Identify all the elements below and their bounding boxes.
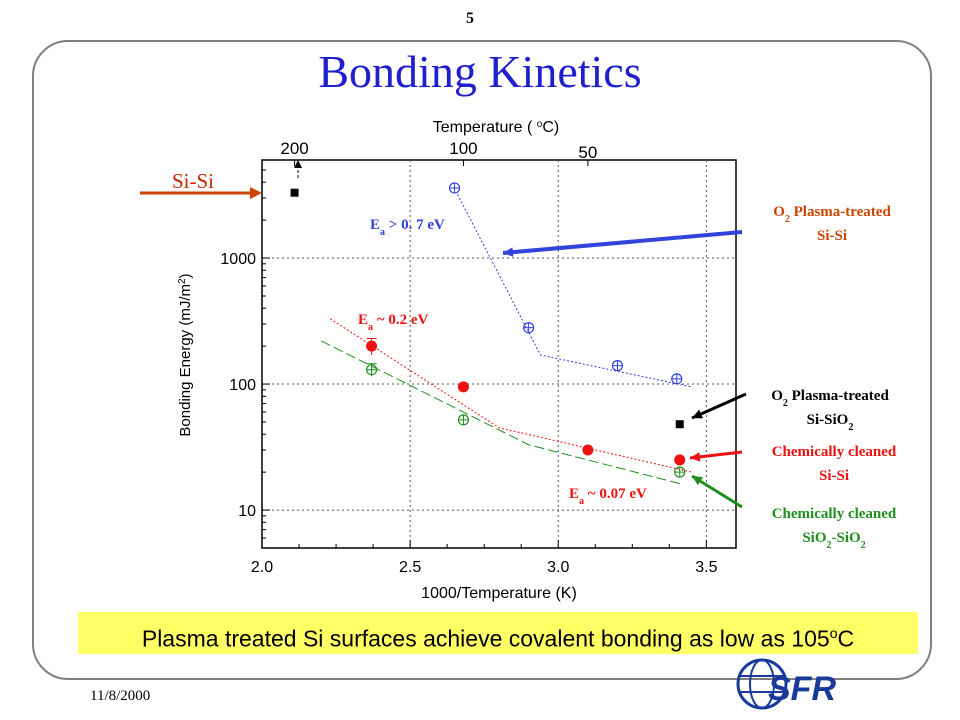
legend-label-black-line1: O2 Plasma-treated — [771, 388, 889, 409]
page-number: 5 — [466, 10, 474, 27]
top-tick-label: 100 — [449, 139, 477, 158]
banner-text: Plasma treated Si surfaces achieve coval… — [141, 625, 830, 652]
y-axis-label: Bonding Energy (mJ/m2) — [177, 273, 195, 436]
data-point — [674, 454, 686, 466]
x-tick-label: 2.5 — [399, 559, 421, 576]
fit-line-green — [321, 340, 683, 485]
data-point — [457, 381, 469, 393]
globe-logo-icon — [736, 658, 788, 710]
marker-arrowhead — [294, 160, 302, 168]
x-tick-label: 2.0 — [251, 559, 273, 576]
logo-text: SFR — [768, 670, 836, 708]
top-axis-label: Temperature ( oC) — [433, 119, 560, 137]
callout-arrow-red-head — [690, 452, 701, 462]
y-tick-label: 1000 — [220, 251, 256, 268]
slide-date: 11/8/2000 — [90, 688, 151, 704]
conclusion-banner: Plasma treated Si surfaces achieve coval… — [78, 612, 918, 654]
y-tick-label: 10 — [238, 503, 256, 520]
legend-label-blue-line2: Si-Si — [817, 228, 847, 244]
data-point — [674, 466, 686, 478]
callout-arrow-blue-head — [503, 247, 514, 257]
slide-title: Bonding Kinetics — [318, 46, 642, 97]
plot-area — [261, 159, 737, 549]
data-point — [611, 360, 624, 372]
annotation-ea-red2: Ea ~ 0.07 eV — [569, 486, 647, 507]
callout-arrow-green-head — [692, 476, 703, 486]
banner-degree: o — [829, 625, 838, 641]
banner-unit: C — [837, 625, 855, 652]
data-point — [523, 322, 535, 334]
x-tick-label: 3.0 — [547, 559, 569, 576]
y-tick-label: 100 — [229, 377, 256, 394]
callout-arrow-blue — [502, 230, 743, 255]
callout-arrow-black-head — [692, 409, 703, 419]
si-si-arrowhead — [250, 187, 262, 199]
fit-line-red — [329, 318, 692, 473]
legend-label-green-line1: Chemically cleaned — [772, 506, 897, 522]
data-point — [671, 373, 683, 385]
sfr-logo: SFR — [736, 658, 836, 710]
top-tick-label: 50 — [578, 143, 597, 162]
x-axis-label: 1000/Temperature (K) — [421, 585, 577, 602]
legend-label-red-line2: Si-Si — [819, 468, 849, 484]
annotation-si-si: Si-Si — [172, 169, 214, 193]
data-point — [448, 182, 461, 194]
data-point — [366, 364, 378, 376]
data-point — [366, 340, 378, 352]
data-point — [582, 444, 594, 456]
data-point — [457, 414, 470, 426]
slide-frame — [32, 40, 932, 680]
data-point — [290, 188, 299, 197]
legend-label-green-line2: SiO2-SiO2 — [802, 530, 865, 551]
annotation-ea-blue: Ea > 0. 7 eV — [370, 217, 445, 238]
data-point — [675, 420, 684, 429]
fit-line-blue — [457, 194, 692, 388]
top-tick-label: 200 — [280, 139, 308, 158]
annotation-ea-red: Ea ~ 0.2 eV — [358, 312, 428, 333]
x-tick-label: 3.5 — [695, 559, 717, 576]
legend-label-blue-line1: O2 Plasma-treated — [773, 204, 891, 225]
legend-label-red-line1: Chemically cleaned — [772, 444, 897, 460]
legend-label-black-line2: Si-SiO2 — [807, 412, 854, 433]
